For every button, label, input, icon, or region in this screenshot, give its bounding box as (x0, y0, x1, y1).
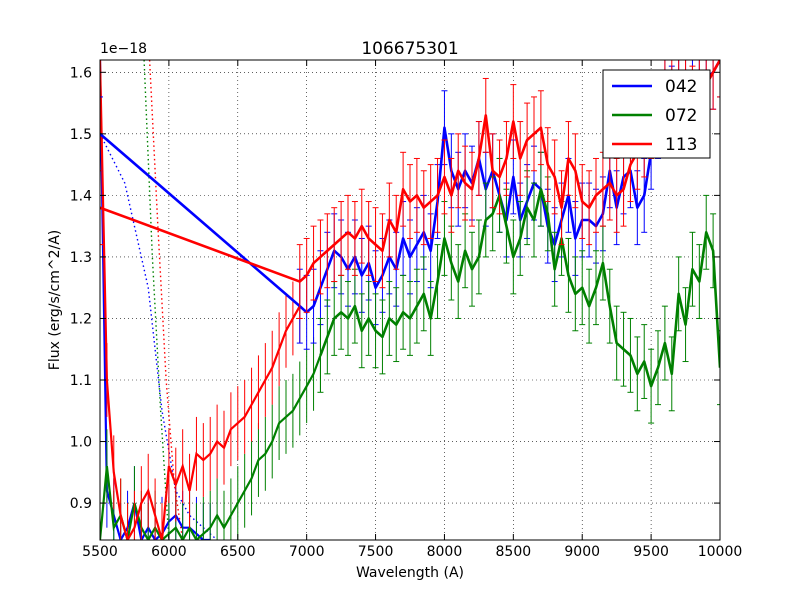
chart-title: 106675301 (361, 39, 458, 59)
x-tick-label: 9500 (633, 544, 669, 560)
plot-content (100, 60, 720, 540)
legend: 042 072 113 (602, 69, 711, 159)
y-tick-label: 1.3 (70, 250, 92, 266)
y-offset-label: 1e−18 (100, 41, 147, 57)
y-tick-label: 1.1 (70, 373, 92, 389)
y-tick-label: 1.5 (70, 127, 92, 143)
x-tick-label: 6000 (151, 544, 187, 560)
x-tick-label: 9000 (564, 544, 600, 560)
y-axis-label: Flux (erg/s/cm^2/A) (47, 230, 63, 370)
y-tick-label: 1.0 (70, 435, 92, 451)
dotted-line-113 (148, 60, 184, 540)
low-line-113 (100, 60, 301, 540)
axes-frame (99, 59, 721, 541)
dotted-line-042 (100, 133, 218, 540)
x-tick-label: 8000 (427, 544, 463, 560)
x-tick-label: 7500 (358, 544, 394, 560)
ticks: 5500 6000 6500 7000 7500 8000 8500 9000 9500 1000… (70, 60, 743, 560)
low-line-072 (100, 355, 322, 540)
x-tick-label: 10000 (698, 544, 743, 560)
x-tick-label: 6500 (220, 544, 256, 560)
y-tick-label: 1.4 (70, 188, 92, 204)
legend-label-042: 042 (665, 77, 697, 97)
y-tick-label: 0.9 (70, 496, 92, 512)
line-072 (319, 187, 720, 388)
x-tick-label: 7000 (289, 544, 325, 560)
legend-label-113: 113 (665, 135, 697, 155)
x-axis-label: Wavelength (A) (356, 565, 464, 581)
x-tick-label: 5500 (82, 544, 118, 560)
x-tick-label: 8500 (496, 544, 532, 560)
y-tick-label: 1.6 (70, 65, 92, 81)
legend-label-072: 072 (665, 106, 697, 126)
y-tick-label: 1.2 (70, 311, 92, 327)
